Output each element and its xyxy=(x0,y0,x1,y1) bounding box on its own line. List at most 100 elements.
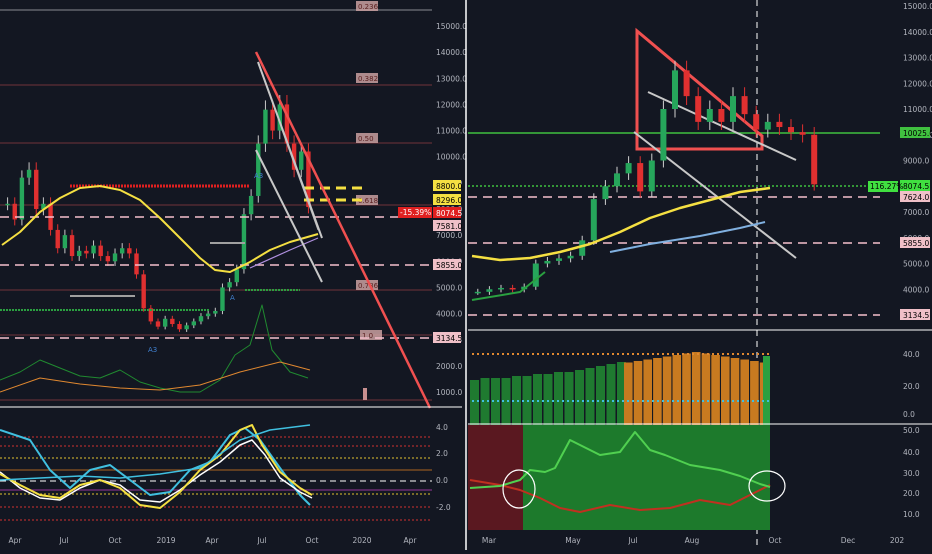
candle-body xyxy=(12,203,17,220)
y-axis-tick-adx: 10.0 xyxy=(903,510,920,519)
marker-a: A xyxy=(230,294,235,302)
marker-a3: A3 xyxy=(148,346,157,354)
candle-body xyxy=(234,269,239,283)
candle-body-r xyxy=(718,109,725,122)
rsi-bar-orange xyxy=(750,361,759,425)
candle-body xyxy=(263,109,268,144)
marker-a3: A3 xyxy=(254,172,263,180)
price-label-left: 5855.0 xyxy=(436,261,462,270)
fib-label: 0.236 xyxy=(358,3,379,11)
volume-ma-line xyxy=(0,361,311,393)
candle-body xyxy=(241,214,247,270)
y-axis-tick-adx: 30.0 xyxy=(903,469,920,478)
y-axis-tick-left: 5000.0 xyxy=(436,283,462,292)
y-axis-tick-left: 15000.0 xyxy=(436,22,467,31)
candle-body xyxy=(91,245,96,254)
y-axis-tick-adx: 20.0 xyxy=(903,489,920,498)
fib-label: 0.50 xyxy=(358,135,374,143)
price-label-left-bg xyxy=(433,220,461,231)
candle-body xyxy=(62,235,68,249)
price-label-right-bg xyxy=(900,127,930,138)
candle-body xyxy=(248,195,254,215)
candle-body xyxy=(170,318,175,325)
price-label-right: 8074.5 xyxy=(903,182,929,191)
rsi-bar-green xyxy=(575,370,584,425)
candle-body-r xyxy=(672,70,678,109)
candle-body-r xyxy=(799,132,806,135)
y-axis-tick-macd: 4.0 xyxy=(436,423,448,432)
candle-body-r xyxy=(556,258,562,261)
candle-body-r xyxy=(579,240,586,256)
candle-body xyxy=(198,316,204,322)
candle-body xyxy=(77,250,82,257)
candle-body-r xyxy=(706,109,713,122)
rsi-bar-green xyxy=(617,362,626,425)
candle-body-r xyxy=(567,255,574,259)
candle-body xyxy=(134,253,139,275)
candle-body xyxy=(84,250,89,254)
y-axis-tick-left: 12000.0 xyxy=(436,100,467,109)
candle-body-r xyxy=(660,109,667,161)
rsi-bar-green xyxy=(543,374,553,425)
candle-body xyxy=(119,248,125,254)
price-label-left: 8296.0 xyxy=(436,196,462,205)
rsi-bar-green xyxy=(470,380,479,425)
rsi-bar-orange xyxy=(653,358,662,425)
y-axis-tick-right: 7000.0 xyxy=(903,208,929,217)
blue-ma-line xyxy=(609,221,766,253)
rsi-bar-orange xyxy=(624,362,633,425)
price-label-right-bg xyxy=(900,237,930,248)
x-axis-tick-right: Dec xyxy=(841,536,856,545)
rsi-bar-orange xyxy=(672,355,682,425)
candle-body xyxy=(112,253,118,262)
candle-body-r xyxy=(683,70,690,97)
change-label-right: 116.27% xyxy=(870,182,903,191)
small-bar xyxy=(363,388,367,400)
candle-body-r xyxy=(695,96,702,122)
rsi-bar-green xyxy=(480,378,490,425)
macd-signal-line xyxy=(0,424,311,481)
rsi-bar-green xyxy=(554,372,563,425)
price-label-right-bg xyxy=(900,309,930,320)
volume-line xyxy=(0,304,309,393)
moving-average-line xyxy=(1,185,319,273)
x-axis-tick-left: 2019 xyxy=(156,536,175,545)
candle-body xyxy=(55,229,60,249)
price-label-right-bg xyxy=(900,180,930,191)
candle-body xyxy=(69,235,75,257)
x-axis-tick-right: Jul xyxy=(627,536,637,545)
y-axis-tick-macd: 2.0 xyxy=(436,449,448,458)
candle-body-r xyxy=(811,134,818,185)
candle-body-r xyxy=(602,186,609,200)
price-label-right-bg xyxy=(900,191,930,202)
candle-body xyxy=(148,308,154,322)
y-axis-tick-left: 14000.0 xyxy=(436,48,467,57)
rsi-bar-orange xyxy=(730,358,740,425)
macd-yellow-line xyxy=(0,424,313,509)
price-label-left-bg xyxy=(433,332,461,343)
y-axis-tick-right: 4000.0 xyxy=(903,285,929,294)
candle-body-r xyxy=(486,289,493,292)
candle-body xyxy=(291,143,297,170)
y-axis-tick-left: 11000.0 xyxy=(436,127,467,136)
rsi-bar-green xyxy=(606,364,616,425)
candle-body xyxy=(227,282,232,288)
fib-label: 1.0 xyxy=(362,332,373,340)
y-axis-tick-macd: 0.0 xyxy=(436,476,448,485)
candle-body-r xyxy=(764,121,771,130)
candle-body-r xyxy=(474,291,481,294)
candle-body xyxy=(34,169,39,209)
candle-body-r xyxy=(741,96,748,115)
macd-white-line xyxy=(0,439,313,503)
rsi-bar-orange xyxy=(691,352,701,425)
rsi-bar-green xyxy=(533,374,542,425)
y-axis-tick-left: 1000.0 xyxy=(436,388,462,397)
x-axis-tick-left: Jul xyxy=(58,536,68,545)
price-label-right: 7624.0 xyxy=(903,193,929,202)
rsi-bar-green xyxy=(596,366,605,425)
candle-body xyxy=(306,151,311,208)
rsi-bar-green xyxy=(585,368,595,425)
rsi-bar-green xyxy=(491,378,500,425)
x-axis-tick-left: Oct xyxy=(109,536,122,545)
